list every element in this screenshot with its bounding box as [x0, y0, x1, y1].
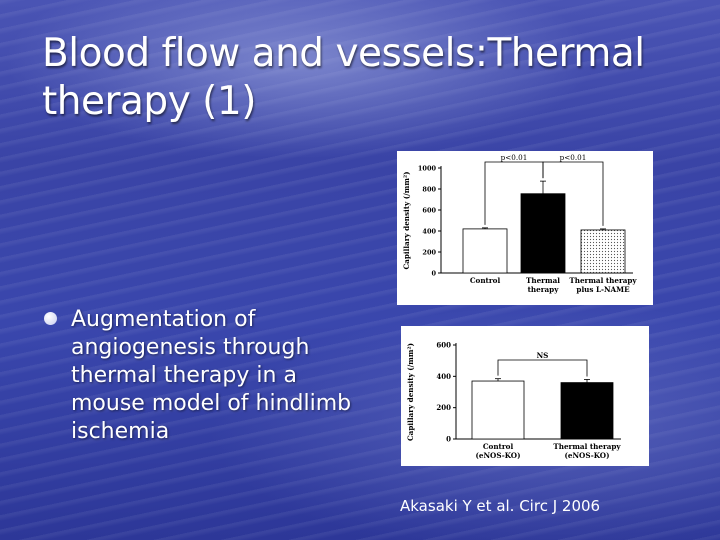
y-tick-label: 400: [436, 372, 451, 381]
significance-bracket: [542, 161, 604, 226]
significance-label: p<0.01: [560, 153, 587, 162]
significance-label: p<0.01: [501, 153, 528, 162]
x-category-label: Thermal therapy: [569, 276, 637, 285]
bar: [520, 193, 566, 274]
citation: Akasaki Y et al. Circ J 2006: [400, 497, 601, 515]
x-category-label-line2: (eNOS-KO): [476, 451, 521, 460]
y-tick-label: 800: [422, 186, 436, 194]
chart-capillary-density-top: 0 200 400 600 800 1000 Capillary density (/mm²…: [397, 151, 653, 305]
x-category-label-line2: plus L-NAME: [576, 285, 630, 294]
x-category-label: Thermal: [526, 276, 560, 285]
bullet-dot-icon: [44, 312, 57, 325]
chart-top-svg: 0 200 400 600 800 1000 Capillary density (/mm²…: [402, 153, 637, 294]
x-category-label: Control: [470, 276, 501, 285]
y-tick-label: 0: [446, 435, 451, 444]
bar: [560, 382, 614, 440]
y-tick-label: 600: [436, 341, 451, 350]
x-category-label-line2: therapy: [528, 285, 560, 294]
bullet-text: Augmentation of angiogenesis through the…: [71, 307, 352, 444]
chart-capillary-density-bottom: 0 200 400 600 Capillary density (/mm²) Contro…: [401, 326, 649, 466]
y-tick-label: 200: [436, 403, 451, 412]
y-tick-label: 200: [422, 249, 436, 257]
significance-label: NS: [537, 351, 549, 360]
x-category-label: Control: [483, 442, 514, 451]
x-category-label-line2: (eNOS-KO): [565, 451, 610, 460]
y-tick-label: 1000: [418, 165, 437, 173]
x-category-label: Thermal therapy: [553, 442, 621, 451]
significance-bracket: [497, 359, 588, 377]
y-tick-label: 400: [422, 228, 436, 236]
y-tick-label: 0: [431, 270, 436, 278]
y-axis-label: Capillary density (/mm²): [402, 171, 411, 269]
y-axis-label: Capillary density (/mm²): [406, 343, 415, 441]
slide-title: Blood flow and vessels:Thermal therapy (…: [42, 31, 645, 124]
bar: [580, 229, 626, 274]
chart-bottom-svg: 0 200 400 600 Capillary density (/mm²) Contro…: [406, 341, 621, 461]
y-tick-label: 600: [422, 207, 436, 215]
bar: [462, 228, 508, 274]
bar: [471, 380, 525, 440]
